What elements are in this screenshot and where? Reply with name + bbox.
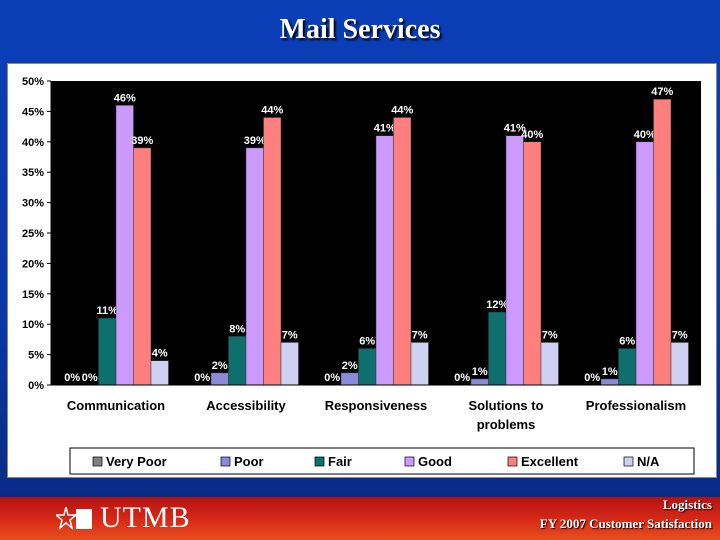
bar-poor bbox=[600, 378, 619, 386]
slide-title: Mail Services bbox=[279, 14, 441, 45]
data-label: 6% bbox=[619, 336, 635, 348]
y-tick-label: 50% bbox=[22, 76, 44, 88]
bar-fair bbox=[98, 317, 117, 386]
data-label: 46% bbox=[114, 92, 136, 104]
bar-excellent bbox=[393, 117, 412, 386]
bar-excellent bbox=[263, 117, 282, 386]
data-label: 4% bbox=[152, 348, 168, 360]
category-label: Responsiveness bbox=[325, 398, 428, 413]
data-label: 0% bbox=[324, 372, 340, 384]
data-label: 0% bbox=[584, 372, 600, 384]
bar-n-a bbox=[280, 342, 299, 386]
data-label: 41% bbox=[504, 123, 526, 135]
utmb-logo: UTMB bbox=[56, 501, 191, 534]
data-label: 12% bbox=[486, 299, 508, 311]
bar-chart: 0%5%10%15%20%25%30%35%40%45%50%0% 0%11%46… bbox=[22, 76, 701, 475]
chart-panel: 0% 5% 10% 15% 20% 25% 30% 35% 40% 45% 50% 0% 0% 11% 46… bbox=[7, 63, 717, 478]
data-label: 40% bbox=[634, 129, 656, 141]
footer-department: Logistics bbox=[662, 497, 712, 512]
footer-subtitle: FY 2007 Customer Satisfaction bbox=[539, 516, 712, 531]
legend-label: Good bbox=[418, 454, 452, 469]
y-tick-label: 40% bbox=[22, 137, 44, 149]
bar-fair bbox=[358, 348, 377, 386]
legend-label: Excellent bbox=[521, 454, 579, 469]
bar-good bbox=[245, 147, 264, 386]
bar-n-a bbox=[150, 360, 169, 386]
data-label: 41% bbox=[374, 123, 396, 135]
legend-swatch bbox=[623, 456, 634, 467]
legend-label: Fair bbox=[328, 454, 352, 469]
category-label: Communication bbox=[67, 398, 165, 413]
bar-fair bbox=[618, 348, 637, 386]
bar-good bbox=[635, 141, 654, 386]
data-label: 1% bbox=[602, 366, 618, 378]
data-label: 7% bbox=[412, 329, 428, 341]
footer-bar bbox=[0, 497, 720, 540]
category-label: Solutions to bbox=[468, 398, 543, 413]
data-label: 47% bbox=[651, 86, 673, 98]
bar-poor bbox=[340, 372, 359, 386]
data-label: 0% bbox=[64, 372, 80, 384]
bar-excellent bbox=[133, 147, 152, 386]
data-label: 11% bbox=[97, 305, 119, 317]
y-tick-label: 5% bbox=[28, 350, 44, 362]
data-label: 8% bbox=[229, 323, 245, 335]
bar-poor bbox=[470, 378, 489, 386]
bar-n-a bbox=[540, 342, 559, 386]
legend-box bbox=[69, 447, 695, 475]
legend-label: N/A bbox=[637, 454, 660, 469]
data-label: 39% bbox=[244, 135, 266, 147]
legend-swatch bbox=[220, 456, 231, 467]
y-tick-label: 0% bbox=[28, 380, 44, 392]
legend-swatch bbox=[314, 456, 325, 467]
y-tick-label: 20% bbox=[22, 258, 44, 270]
bar-excellent bbox=[653, 98, 672, 386]
y-tick-label: 10% bbox=[22, 319, 44, 331]
data-label: 7% bbox=[672, 329, 688, 341]
category-label: Accessibility bbox=[206, 398, 286, 413]
legend-swatch bbox=[507, 456, 518, 467]
y-tick-label: 15% bbox=[22, 289, 44, 301]
legend-swatch bbox=[404, 456, 415, 467]
category-label: Professionalism bbox=[586, 398, 686, 413]
bar-poor bbox=[210, 372, 229, 386]
bar-good bbox=[115, 105, 134, 386]
bar-good bbox=[375, 135, 394, 386]
data-label: 40% bbox=[521, 129, 543, 141]
y-tick-label: 35% bbox=[22, 167, 44, 179]
data-label: 44% bbox=[261, 104, 283, 116]
bar-n-a bbox=[410, 342, 429, 386]
bar-fair bbox=[488, 311, 507, 386]
data-label: 7% bbox=[282, 329, 298, 341]
bar-n-a bbox=[670, 342, 689, 386]
data-label: 7% bbox=[542, 329, 558, 341]
data-label: 39% bbox=[131, 135, 153, 147]
legend-label: Very Poor bbox=[106, 454, 167, 469]
data-label: 44% bbox=[391, 104, 413, 116]
legend-label: Poor bbox=[234, 454, 264, 469]
data-label: 0% bbox=[454, 372, 470, 384]
data-label: 2% bbox=[212, 360, 228, 372]
data-label: 6% bbox=[359, 336, 375, 348]
data-label: 0% bbox=[82, 372, 98, 384]
y-tick-label: 25% bbox=[22, 228, 44, 240]
data-label: 0% bbox=[194, 372, 210, 384]
data-label: 1% bbox=[472, 366, 488, 378]
y-tick-label: 30% bbox=[22, 198, 44, 210]
logo-text: UTMB bbox=[100, 501, 191, 534]
y-tick-label: 45% bbox=[22, 106, 44, 118]
star-flag-icon bbox=[56, 506, 92, 531]
category-label: problems bbox=[477, 417, 536, 432]
bar-excellent bbox=[523, 141, 542, 386]
legend-swatch bbox=[92, 456, 103, 467]
bar-fair bbox=[228, 336, 247, 386]
bar-good bbox=[505, 135, 524, 386]
data-label: 2% bbox=[342, 360, 358, 372]
